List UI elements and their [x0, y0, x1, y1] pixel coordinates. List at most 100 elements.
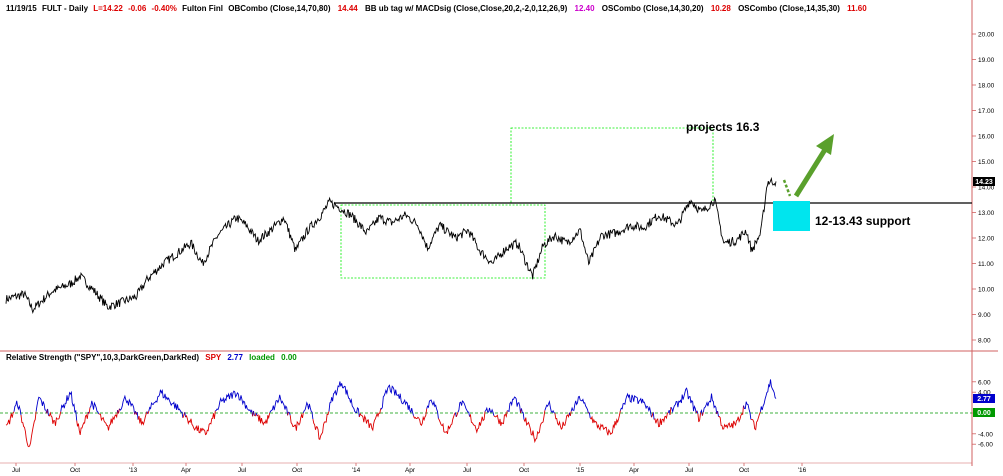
rs-header-loaded-val: 0.00	[281, 353, 297, 362]
rs-line-positive	[484, 406, 495, 416]
rs-zero-badge-text: 0.00	[977, 410, 991, 417]
rs-line-negative	[413, 408, 428, 427]
rs-line-positive	[60, 390, 78, 421]
header-ind1-val: 14.44	[338, 4, 359, 13]
consolidation-box	[340, 204, 546, 279]
rs-line-positive	[717, 411, 719, 417]
rs-line-positive	[426, 399, 439, 419]
header-change-pct: -0.40%	[152, 4, 177, 13]
price-y-tick-label: 17.00	[978, 108, 995, 115]
x-tick-label: Jul	[12, 467, 21, 474]
rs-header-loaded-label: loaded	[249, 353, 275, 362]
rs-line-negative	[523, 410, 546, 444]
header-date: 11/19/15	[6, 4, 37, 13]
x-tick-label: '16	[798, 467, 807, 474]
rs-line-positive	[47, 408, 49, 416]
header-name: Fulton Finl	[182, 4, 223, 13]
rs-line-negative	[88, 407, 91, 414]
price-y-tick-label: 15.00	[978, 159, 995, 166]
rs-line-negative	[98, 410, 119, 431]
rs-line-negative	[653, 412, 669, 428]
support-label: 12-13.43 support	[815, 214, 910, 228]
rs-line-negative	[469, 411, 486, 434]
rs-line-positive	[148, 388, 184, 418]
rs-line-negative	[287, 411, 289, 416]
rs-line-negative	[493, 410, 508, 426]
x-tick-label: '15	[576, 467, 585, 474]
rs-line-negative	[147, 410, 150, 415]
price-y-ticks: 8.00 9.00 10.00 11.00 12.00 13.00 14.00 15.00 16…	[972, 32, 995, 345]
x-tick-label: Oct	[519, 467, 529, 474]
rs-line-positive	[288, 411, 291, 416]
price-y-tick-label: 19.00	[978, 57, 995, 64]
rs-line-negative	[312, 411, 330, 441]
rs-line-positive	[269, 394, 289, 416]
rs-header-label: Relative Strength ("SPY",10,3,DarkGreen,…	[6, 353, 199, 362]
header-ind3: OSCombo (Close,14,30,20)	[602, 4, 704, 13]
header-ind3-val: 10.28	[711, 4, 732, 13]
rs-line-positive	[588, 412, 591, 419]
chart-header: 11/19/15 FULT - Daily L=14.22 -0.06 -0.4…	[6, 4, 867, 13]
rs-line-negative	[589, 410, 621, 436]
header-last: L=14.22	[93, 4, 123, 13]
price-y-tick-label: 8.00	[978, 338, 991, 345]
x-tick-label: Jul	[238, 467, 247, 474]
header-ind4-val: 11.60	[847, 4, 867, 13]
rs-line-positive	[328, 381, 360, 418]
rs-line-positive	[759, 379, 777, 412]
rs-line-negative	[554, 412, 570, 431]
x-tick-label: Apr	[405, 467, 416, 474]
rs-line-positive	[253, 410, 255, 416]
rs-line-positive	[702, 393, 718, 414]
rs-line-positive	[544, 400, 556, 414]
rs-line-positive	[35, 396, 48, 414]
rs-line-negative	[185, 410, 216, 436]
rs-line-negative	[455, 412, 459, 418]
support-box	[773, 201, 810, 231]
rs-line-negative	[118, 408, 120, 414]
projection-arrow-shaft	[793, 146, 829, 198]
rs-value-badge	[973, 394, 995, 403]
rs-line-negative	[48, 411, 62, 426]
projection-arrow-head	[816, 134, 834, 155]
x-tick-label: Apr	[629, 467, 640, 474]
header-ind2: BB ub tag w/ MACDsig (Close,Close,20,2,-…	[365, 4, 568, 13]
x-tick-label: '13	[129, 467, 138, 474]
rs-line-positive	[619, 392, 652, 418]
rs-line-positive	[119, 394, 136, 415]
rs-line-positive	[520, 408, 525, 420]
rs-value-badge-text: 2.77	[977, 396, 991, 403]
rs-line-positive	[380, 384, 414, 416]
x-tick-label: Oct	[70, 467, 80, 474]
pullback-arrow	[782, 179, 792, 197]
rs-header-spy-val: 2.77	[227, 353, 243, 362]
rs-line-positive	[302, 401, 314, 420]
rs-line-negative	[182, 412, 186, 419]
rs-zero-badge	[973, 408, 995, 417]
rs-header-spy-label: SPY	[205, 353, 222, 362]
rs-line-negative	[750, 411, 761, 431]
header-symbol: FULT - Daily	[42, 4, 89, 13]
rs-line-positive	[136, 412, 139, 420]
rs-line-positive	[652, 412, 655, 420]
rs-line-negative	[254, 412, 257, 417]
rs-line-negative	[137, 411, 148, 426]
rs-header: Relative Strength ("SPY",10,3,DarkGreen,…	[6, 353, 297, 362]
price-badge	[973, 177, 995, 186]
rs-line-positive	[696, 410, 699, 414]
rs-line-negative	[256, 412, 271, 426]
rs-line-negative	[718, 405, 744, 430]
price-y-tick-label: 16.00	[978, 134, 995, 141]
rs-line-negative	[289, 412, 304, 431]
price-y-tick-label: 13.00	[978, 210, 995, 217]
rs-line-negative	[669, 407, 672, 416]
rs-line-negative	[20, 411, 37, 448]
x-tick-label: '14	[352, 467, 361, 474]
rs-line-negative	[697, 412, 702, 423]
rs-line-positive	[570, 395, 589, 414]
price-y-tick-label: 10.00	[978, 287, 995, 294]
rs-line-negative	[438, 412, 456, 434]
x-tick-label: Oct	[739, 467, 749, 474]
